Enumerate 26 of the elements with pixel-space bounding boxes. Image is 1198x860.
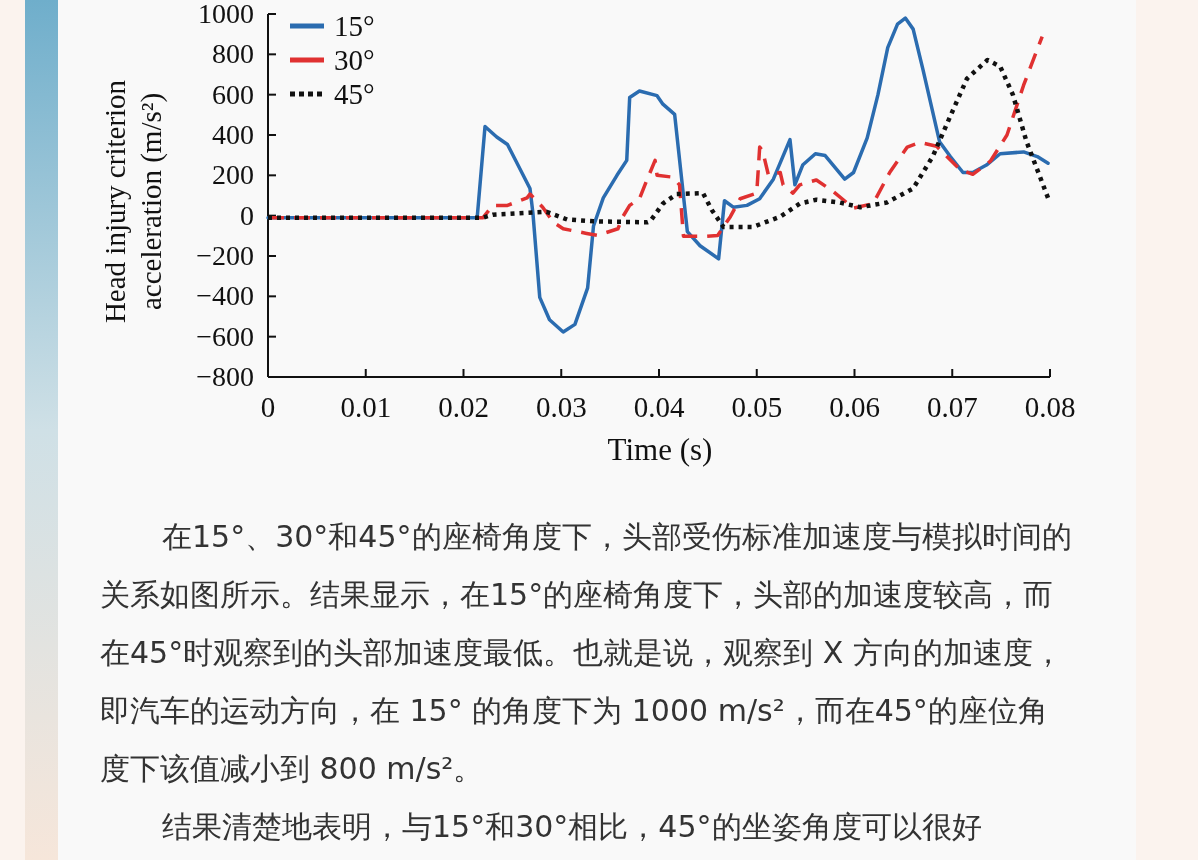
legend-label: 45° xyxy=(334,78,375,110)
x-tick-label: 0.07 xyxy=(926,391,978,423)
y-tick-label: 400 xyxy=(212,119,254,150)
x-tick-label: 0.06 xyxy=(829,391,880,423)
y-tick-label: −600 xyxy=(196,320,254,352)
legend-label: 30° xyxy=(334,44,375,76)
y-tick-label: 1000 xyxy=(198,0,254,29)
text: 在15°、30°和45°的座椅角度下，头部受伤标准加速度与模拟时间的关系如图所示。结果显示，在15°的座椅角度下，头部的加速度较高，而在45°时观察到的头部加速度最低。也就是说，观察到 X 方向的加速度，即汽车的运动方向，在 15° 的角度下为 1000 m/s²，而在45°的座位角度下该值减小到 800 m/s²。 xyxy=(100,519,1072,786)
y-tick-label: −400 xyxy=(196,280,254,312)
x-axis-title: Time (s) xyxy=(607,432,713,467)
x-tick-label: 0.08 xyxy=(1024,391,1076,423)
y-tick-label: 800 xyxy=(212,38,254,70)
x-tick-label: 0.04 xyxy=(633,391,685,423)
legend-label: 15° xyxy=(334,10,375,42)
x-tick-label: 0.02 xyxy=(438,391,489,423)
y-tick-label: −200 xyxy=(196,240,254,271)
x-tick-label: 0 xyxy=(260,391,276,423)
y-tick-label: 0 xyxy=(240,199,254,231)
x-tick-label: 0.03 xyxy=(535,391,587,423)
y-axis-title: Head injury criterion acceleration (m/s²) xyxy=(99,79,168,324)
y-tick-label: 600 xyxy=(212,78,254,110)
y-tick-label: −800 xyxy=(196,361,254,392)
text: 结果清楚地表明，与15°和30°相比，45°的坐姿角度可以很好 xyxy=(162,809,982,844)
x-tick-label: 0.01 xyxy=(340,391,392,423)
y-tick-label: 200 xyxy=(212,159,254,191)
x-tick-label: 0.05 xyxy=(731,391,783,423)
